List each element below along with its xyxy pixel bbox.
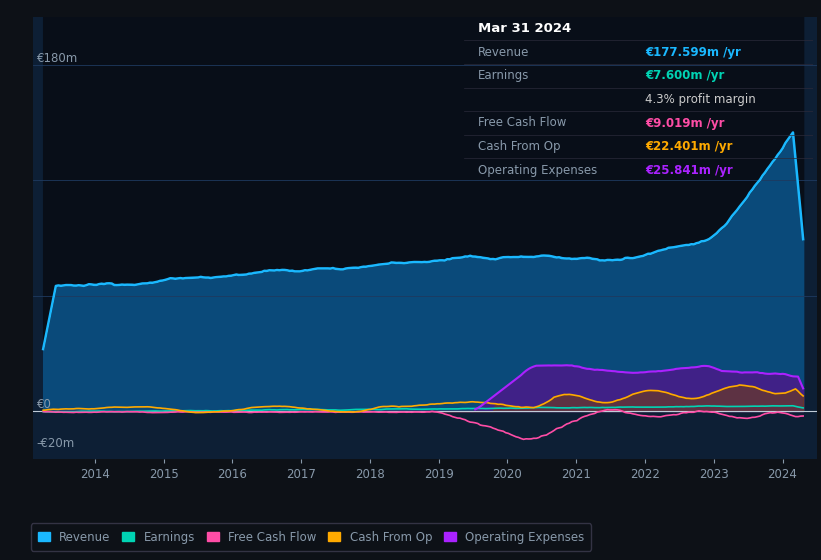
Text: Earnings: Earnings <box>478 69 530 82</box>
Text: €180m: €180m <box>37 52 78 65</box>
Text: Mar 31 2024: Mar 31 2024 <box>478 22 571 35</box>
Text: 4.3% profit margin: 4.3% profit margin <box>645 93 756 106</box>
Text: -€20m: -€20m <box>37 437 75 450</box>
Text: Operating Expenses: Operating Expenses <box>478 164 597 177</box>
Text: €22.401m /yr: €22.401m /yr <box>645 140 733 153</box>
Text: €25.841m /yr: €25.841m /yr <box>645 164 733 177</box>
Text: €177.599m /yr: €177.599m /yr <box>645 46 741 59</box>
Text: Cash From Op: Cash From Op <box>478 140 560 153</box>
Text: Revenue: Revenue <box>478 46 530 59</box>
Text: €7.600m /yr: €7.600m /yr <box>645 69 725 82</box>
Legend: Revenue, Earnings, Free Cash Flow, Cash From Op, Operating Expenses: Revenue, Earnings, Free Cash Flow, Cash … <box>31 524 591 550</box>
Text: €0: €0 <box>37 398 52 411</box>
Text: Free Cash Flow: Free Cash Flow <box>478 116 566 129</box>
Text: €9.019m /yr: €9.019m /yr <box>645 116 725 129</box>
